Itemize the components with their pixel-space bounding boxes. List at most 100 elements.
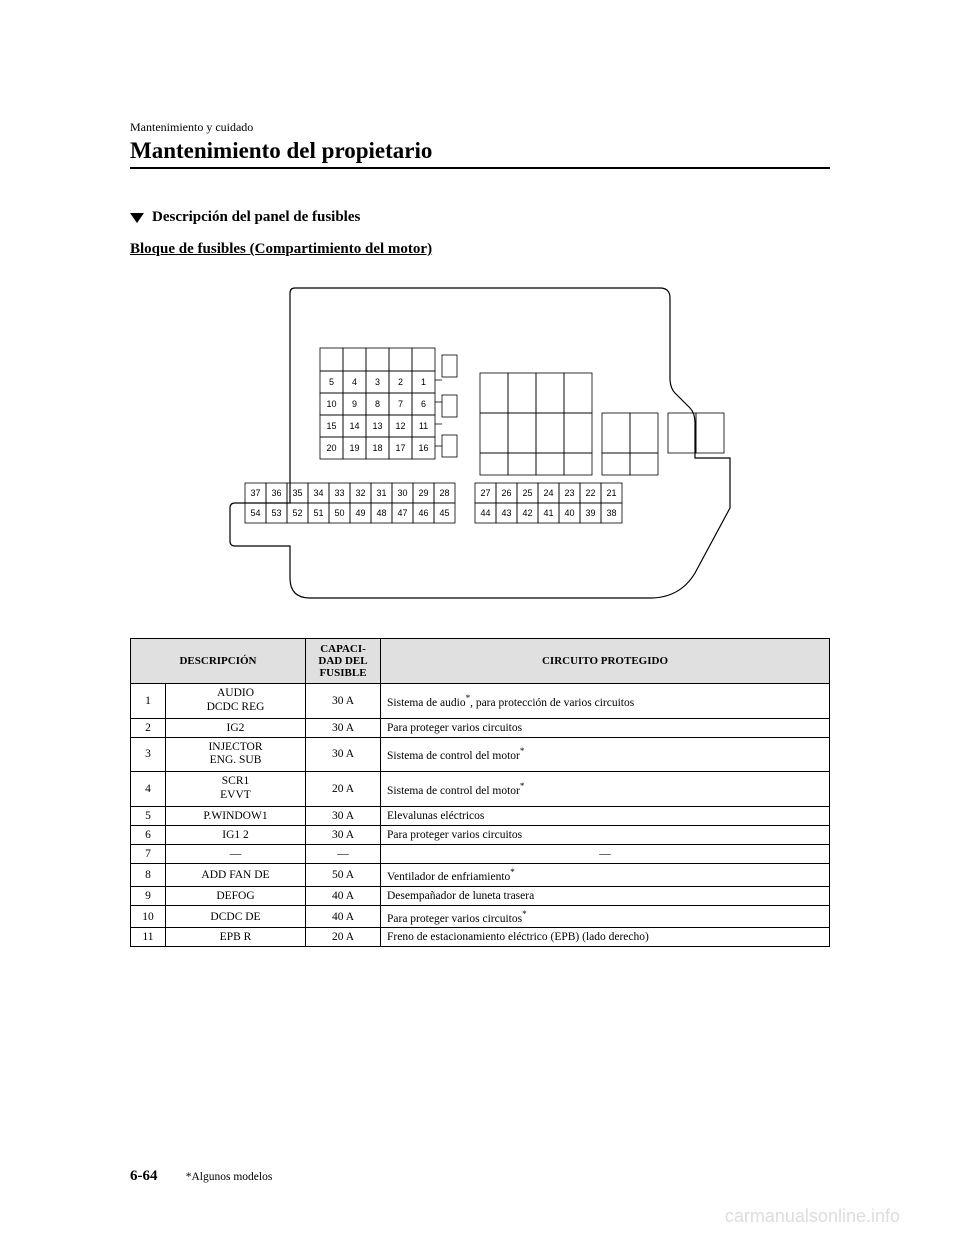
table-row: 5P.WINDOW130 AElevalunas eléctricos <box>131 806 830 825</box>
svg-text:40: 40 <box>564 508 574 518</box>
triangle-down-icon <box>130 213 144 223</box>
svg-text:20: 20 <box>326 443 336 453</box>
bottom-left-grid: 3736353433323130292854535251504948474645 <box>245 483 455 523</box>
relay-boxes <box>480 373 724 475</box>
svg-text:36: 36 <box>271 488 281 498</box>
cell-cap: 20 A <box>306 772 381 807</box>
svg-text:24: 24 <box>543 488 553 498</box>
cell-desc: DEFOG <box>166 886 306 905</box>
cell-num: 5 <box>131 806 166 825</box>
svg-text:8: 8 <box>375 399 380 409</box>
svg-text:10: 10 <box>326 399 336 409</box>
cell-desc: SCR1EVVT <box>166 772 306 807</box>
table-row: 9DEFOG40 ADesempañador de luneta trasera <box>131 886 830 905</box>
cell-desc: P.WINDOW1 <box>166 806 306 825</box>
table-row: 2IG230 APara proteger varios circuitos <box>131 718 830 737</box>
svg-text:33: 33 <box>334 488 344 498</box>
header-large-text: Mantenimiento del propietario <box>130 138 830 164</box>
table-row: 4SCR1EVVT20 ASistema de control del moto… <box>131 772 830 807</box>
cell-num: 3 <box>131 737 166 772</box>
cell-circuit: Freno de estacionamiento eléctrico (EPB)… <box>381 928 830 947</box>
svg-text:45: 45 <box>439 508 449 518</box>
cell-num: 11 <box>131 928 166 947</box>
svg-text:14: 14 <box>349 421 359 431</box>
cell-cap: 30 A <box>306 806 381 825</box>
svg-text:15: 15 <box>326 421 336 431</box>
svg-text:18: 18 <box>372 443 382 453</box>
bottom-right-grid: 2726252423222144434241403938 <box>475 483 622 523</box>
cell-circuit: Sistema de control del motor* <box>381 772 830 807</box>
cell-cap: 50 A <box>306 863 381 886</box>
svg-text:29: 29 <box>418 488 428 498</box>
cell-cap: 30 A <box>306 718 381 737</box>
cell-cap: 40 A <box>306 886 381 905</box>
cell-num: 8 <box>131 863 166 886</box>
svg-text:1: 1 <box>421 377 426 387</box>
section-title-text: Descripción del panel de fusibles <box>152 209 360 226</box>
svg-text:44: 44 <box>480 508 490 518</box>
svg-text:46: 46 <box>418 508 428 518</box>
svg-text:6: 6 <box>421 399 426 409</box>
page-header: Mantenimiento y cuidado Mantenimiento de… <box>130 120 830 169</box>
svg-text:27: 27 <box>480 488 490 498</box>
footer: 6-64 *Algunos modelos <box>130 1168 272 1185</box>
table-header-row: DESCRIPCIÓN CAPACI-DAD DELFUSIBLE CIRCUI… <box>131 639 830 684</box>
svg-text:9: 9 <box>352 399 357 409</box>
cell-circuit: Sistema de audio*, para protección de va… <box>381 684 830 719</box>
svg-text:3: 3 <box>375 377 380 387</box>
svg-text:47: 47 <box>397 508 407 518</box>
cell-circuit: Para proteger varios circuitos <box>381 825 830 844</box>
svg-text:41: 41 <box>543 508 553 518</box>
th-desc: DESCRIPCIÓN <box>131 639 306 684</box>
svg-text:5: 5 <box>329 377 334 387</box>
svg-text:43: 43 <box>501 508 511 518</box>
cell-desc: ADD FAN DE <box>166 863 306 886</box>
table-row: 1AUDIODCDC REG30 ASistema de audio*, par… <box>131 684 830 719</box>
svg-text:32: 32 <box>355 488 365 498</box>
cell-circuit: ― <box>381 844 830 863</box>
svg-text:50: 50 <box>334 508 344 518</box>
watermark: carmanualsonline.info <box>725 1206 900 1227</box>
th-cap: CAPACI-DAD DELFUSIBLE <box>306 639 381 684</box>
table-body: 1AUDIODCDC REG30 ASistema de audio*, par… <box>131 684 830 947</box>
svg-text:52: 52 <box>292 508 302 518</box>
svg-text:37: 37 <box>250 488 260 498</box>
cell-desc: ― <box>166 844 306 863</box>
table-row: 7――― <box>131 844 830 863</box>
cell-cap: 30 A <box>306 825 381 844</box>
fuse-diagram-svg: 5432110987615141312112019181716 37363534… <box>220 273 740 613</box>
svg-text:31: 31 <box>376 488 386 498</box>
svg-text:25: 25 <box>522 488 532 498</box>
svg-text:30: 30 <box>397 488 407 498</box>
svg-text:17: 17 <box>395 443 405 453</box>
svg-text:23: 23 <box>564 488 574 498</box>
small-grid: 5432110987615141312112019181716 <box>320 371 435 459</box>
svg-text:16: 16 <box>418 443 428 453</box>
svg-text:11: 11 <box>419 421 428 431</box>
svg-text:48: 48 <box>376 508 386 518</box>
table-row: 11EPB R20 AFreno de estacionamiento eléc… <box>131 928 830 947</box>
side-boxes <box>435 355 457 457</box>
cell-cap: ― <box>306 844 381 863</box>
svg-text:4: 4 <box>352 377 357 387</box>
header-underline <box>130 167 830 169</box>
svg-text:13: 13 <box>372 421 382 431</box>
cell-cap: 30 A <box>306 684 381 719</box>
cell-cap: 20 A <box>306 928 381 947</box>
svg-text:54: 54 <box>250 508 260 518</box>
cell-circuit: Elevalunas eléctricos <box>381 806 830 825</box>
page-number: 6-64 <box>130 1168 158 1184</box>
cell-desc: INJECTORENG. SUB <box>166 737 306 772</box>
footer-note: *Algunos modelos <box>186 1171 273 1183</box>
svg-text:39: 39 <box>585 508 595 518</box>
cell-desc: AUDIODCDC REG <box>166 684 306 719</box>
svg-text:7: 7 <box>398 399 403 409</box>
svg-text:42: 42 <box>522 508 532 518</box>
cell-desc: IG2 <box>166 718 306 737</box>
header-small-text: Mantenimiento y cuidado <box>130 120 830 135</box>
svg-text:35: 35 <box>292 488 302 498</box>
cell-desc: IG1 2 <box>166 825 306 844</box>
cell-circuit: Ventilador de enfriamiento* <box>381 863 830 886</box>
svg-text:51: 51 <box>313 508 323 518</box>
cell-num: 10 <box>131 905 166 928</box>
